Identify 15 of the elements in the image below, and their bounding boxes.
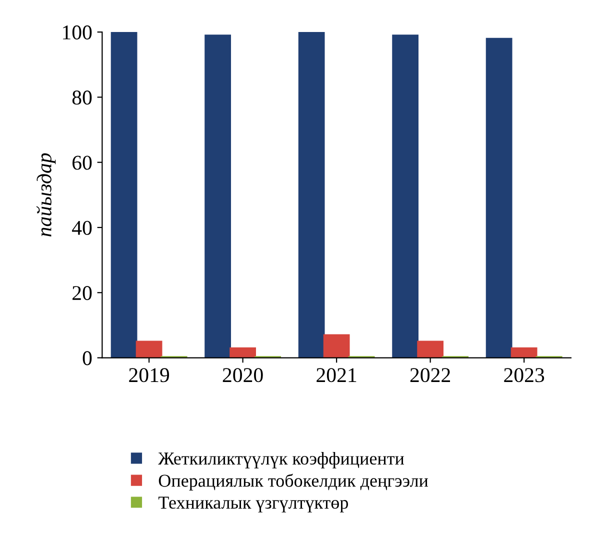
y-tick-label: 80 [72,90,92,105]
legend-label: Жеткиликтүүлүк коэффициенти [158,452,404,468]
x-tick-label: 2020 [222,368,263,382]
legend-label: Техникалык үзгүлтүктөр [158,496,348,512]
y-tick-label: 100 [63,25,92,40]
y-tick-label: 40 [72,220,92,235]
y-axis-title: пайыздар [36,153,56,236]
y-tick-label: 0 [82,351,92,366]
y-tick-label: 20 [72,286,92,300]
y-tick-label: 60 [72,156,92,170]
x-tick-label: 2021 [316,368,356,382]
x-tick-label: 2022 [410,368,450,382]
x-tick-label: 2023 [504,368,544,382]
legend-label: Операциялык тобокелдик деңгээли [158,474,428,491]
x-tick-label: 2019 [129,368,170,382]
